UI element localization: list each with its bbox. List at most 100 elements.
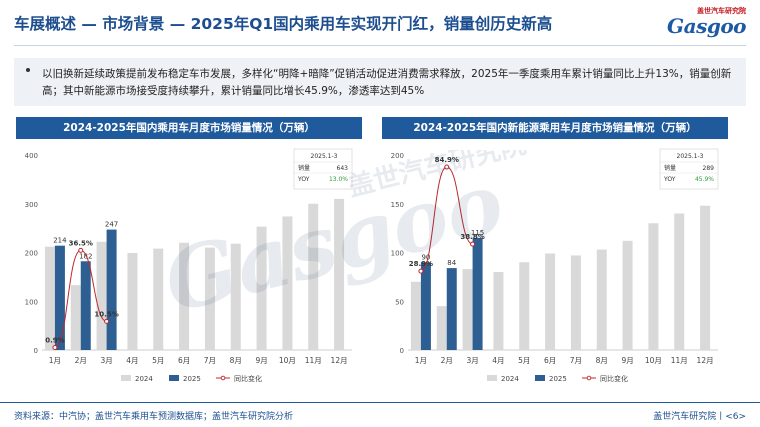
bar-2024 — [334, 198, 345, 350]
x-tick-label: 10月 — [645, 356, 662, 365]
bar-2024 — [204, 247, 215, 350]
x-tick-label: 5月 — [152, 356, 164, 365]
bar-2024 — [493, 272, 504, 350]
x-tick-label: 7月 — [570, 356, 582, 365]
page-title: 车展概述 — 市场背景 — 2025年Q1国内乘用车实现开门红，销量创历史新高 — [14, 15, 553, 33]
table-row-label: 销量 — [664, 164, 676, 172]
yoy-label: 38.8% — [460, 233, 484, 241]
logo-english-text: Gasgoo — [667, 14, 746, 38]
summary-box: 以旧换新延续政策提前发布稳定车市发展，多样化“明降+暗降”促销活动促进消费需求释… — [14, 58, 746, 106]
bar-2024 — [70, 285, 81, 350]
bar-2024 — [596, 249, 607, 350]
bar-2025 — [80, 261, 91, 350]
x-tick-label: 2月 — [441, 356, 453, 365]
bar-2024 — [256, 226, 267, 350]
chart-title: 2024-2025年国内新能源乘用车月度市场销量情况（万辆） — [382, 117, 728, 139]
legend-marker-yoy — [220, 375, 226, 381]
yoy-point — [78, 247, 84, 253]
yoy-label: 28.9% — [409, 260, 433, 268]
legend-marker-yoy — [586, 375, 592, 381]
yoy-point — [52, 345, 58, 351]
bar-2024 — [282, 216, 293, 350]
x-tick-label: 4月 — [492, 356, 504, 365]
yoy-point — [418, 268, 424, 274]
chart-passenger-sales: 2024-2025年国内乘用车月度市场销量情况（万辆） 0 100 200 300 40… — [16, 117, 362, 389]
yoy-point — [444, 164, 450, 170]
legend-label-yoy: 同比变化 — [234, 374, 262, 383]
x-tick-label: 11月 — [305, 356, 322, 365]
x-tick-label: 9月 — [621, 356, 633, 365]
summary-table — [293, 148, 353, 190]
chart-svg: 0 50 100 150 200 90 1月 84 2月 115 3月 4月 5月 6月 7月 8月 9月 10月… — [391, 148, 719, 383]
x-tick-label: 1月 — [415, 356, 427, 365]
yoy-label: 36.5% — [69, 239, 93, 247]
chart-svg: 0 100 200 300 400 214 1月 182 2月 247 3月 4月 5月 6月 7月 8月 9月… — [25, 148, 353, 383]
page-number: 盖世汽车研究院丨<6> — [653, 412, 746, 422]
bar-2024 — [570, 255, 581, 350]
gasgoo-logo: 盖世汽车研究院 Gasgoo — [658, 6, 746, 40]
bar-2024 — [410, 281, 421, 350]
chart-title: 2024-2025年国内乘用车月度市场销量情况（万辆） — [16, 117, 362, 139]
bar-2024 — [519, 262, 530, 350]
x-tick-label: 4月 — [126, 356, 138, 365]
logo-chinese-text: 盖世汽车研究院 — [697, 7, 746, 15]
y-tick-label: 0 — [34, 347, 38, 355]
yoy-point — [104, 318, 110, 324]
legend-label-yoy: 同比变化 — [600, 374, 628, 383]
y-tick-label: 300 — [25, 201, 38, 209]
y-tick-label: 200 — [25, 250, 38, 258]
x-tick-label: 6月 — [178, 356, 190, 365]
bar-2025 — [54, 245, 65, 350]
bar-2024 — [308, 203, 319, 350]
legend-label-2024: 2024 — [135, 375, 153, 383]
y-tick-label: 100 — [391, 250, 404, 258]
bar-2024 — [545, 253, 556, 350]
bar-2024 — [436, 306, 447, 350]
bar-2024 — [462, 269, 473, 350]
y-tick-label: 100 — [25, 298, 38, 306]
legend-swatch-2025 — [535, 375, 545, 381]
bar-2024 — [648, 223, 659, 350]
yoy-label: 0.9% — [45, 337, 64, 345]
data-label: 214 — [53, 237, 67, 245]
y-tick-label: 50 — [395, 298, 404, 306]
data-label: 182 — [79, 252, 92, 260]
yoy-label: 10.5% — [94, 310, 118, 318]
table-row-label: YOY — [297, 176, 310, 183]
legend-swatch-2025 — [169, 375, 179, 381]
bar-2024 — [179, 242, 190, 350]
summary-text: 以旧换新延续政策提前发布稳定车市发展，多样化“明降+暗降”促销活动促进消费需求释… — [42, 68, 732, 97]
data-label: 84 — [447, 259, 456, 267]
bar-2024 — [153, 248, 164, 350]
yoy-label: 84.9% — [435, 156, 459, 164]
x-tick-label: 10月 — [279, 356, 296, 365]
x-tick-label: 3月 — [466, 356, 478, 365]
chart-nev-sales: 2024-2025年国内新能源乘用车月度市场销量情况（万辆） 0 50 100 150… — [382, 117, 728, 389]
bar-2024 — [230, 243, 241, 350]
table-row-value: 45.9% — [695, 176, 714, 183]
table-period: 2025.1-3 — [311, 153, 338, 160]
x-tick-label: 12月 — [331, 356, 348, 365]
bar-2024 — [96, 241, 107, 350]
legend-label-2025: 2025 — [183, 375, 201, 383]
bar-2024 — [127, 252, 138, 350]
x-tick-label: 9月 — [255, 356, 267, 365]
bar-2024 — [44, 246, 55, 350]
x-tick-label: 5月 — [518, 356, 530, 365]
data-label: 90 — [421, 253, 430, 261]
x-tick-label: 8月 — [230, 356, 242, 365]
legend-label-2024: 2024 — [501, 375, 519, 383]
summary-table — [659, 148, 719, 190]
y-tick-label: 200 — [391, 152, 404, 160]
x-tick-label: 3月 — [100, 356, 112, 365]
footer: 资料来源：中汽协；盖世汽车乘用车预测数据库；盖世汽车研究院分析 盖世汽车研究院丨… — [0, 402, 760, 427]
bar-2024 — [700, 205, 711, 350]
x-tick-label: 11月 — [671, 356, 688, 365]
legend-swatch-2024 — [487, 375, 497, 381]
yoy-line — [420, 166, 473, 272]
bullet-icon — [26, 68, 30, 72]
source-note: 资料来源：中汽协；盖世汽车乘用车预测数据库；盖世汽车研究院分析 — [14, 412, 294, 422]
legend-label-2025: 2025 — [549, 375, 567, 383]
bar-2024 — [674, 213, 685, 350]
